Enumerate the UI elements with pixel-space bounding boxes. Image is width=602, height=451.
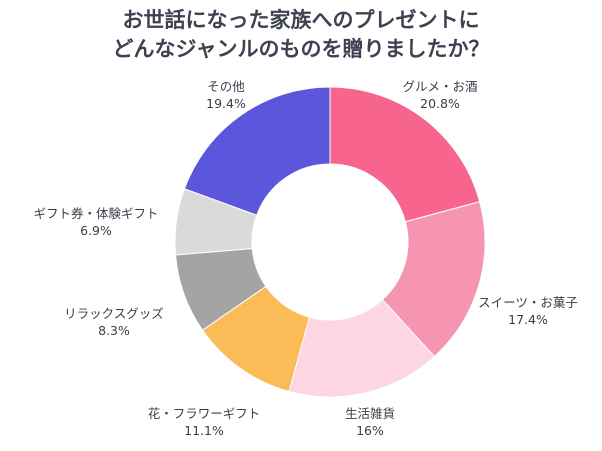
donut-slice-0 — [329, 86, 481, 223]
label-other: その他 19.4% — [206, 79, 246, 111]
donut-slice-6 — [183, 86, 331, 216]
label-flowers: 花・フラワーギフト 11.1% — [147, 406, 261, 438]
label-relax: リラックスグッズ 8.3% — [64, 306, 164, 338]
label-gourmet: グルメ・お酒 20.8% — [402, 79, 478, 111]
label-sweets: スイーツ・お菓子 17.4% — [478, 295, 578, 327]
chart-title-line-2: どんなジャンルのものを贈りましたか？ — [112, 37, 490, 61]
label-giftcard: ギフト券・体験ギフト 6.9% — [33, 206, 159, 238]
label-goods: 生活雑貨 16% — [344, 406, 396, 438]
donut-slice-2 — [288, 298, 436, 398]
chart-title-line-1: お世話になった家族へのプレゼントに — [122, 8, 480, 32]
donut-slice-1 — [381, 201, 486, 358]
